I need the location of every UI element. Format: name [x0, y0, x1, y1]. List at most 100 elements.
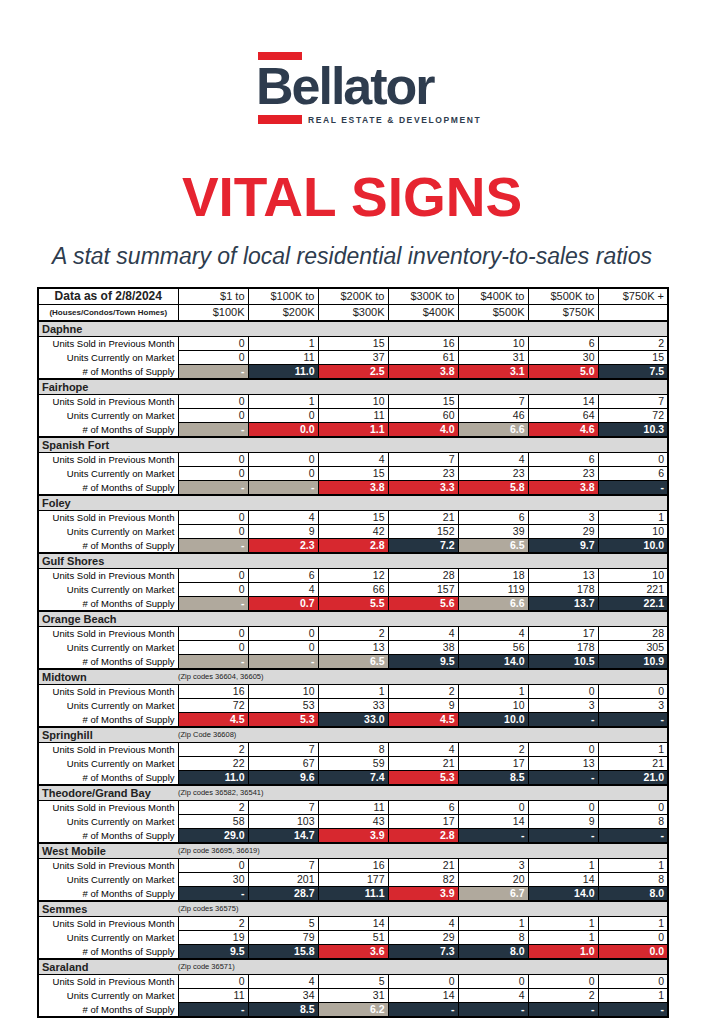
- units-sold-cell: 0: [528, 684, 598, 698]
- area-zip-codes: (Zip Code 36608): [178, 730, 236, 739]
- area-header-row: Theodore/Grand Bay(Zip codes 36582, 3654…: [38, 785, 668, 801]
- months-of-supply-cell: 11.0: [178, 770, 248, 785]
- area-header-cell: Saraland(Zip code 36571): [38, 959, 668, 975]
- months-of-supply-cell: 6.7: [458, 886, 528, 901]
- units-on-market-label: Units Currently on Market: [38, 640, 178, 654]
- units-sold-cell: 12: [318, 568, 388, 582]
- area-header-row: Semmes(Zip codes 36575): [38, 901, 668, 917]
- months-of-supply-label: # of Months of Supply: [38, 828, 178, 843]
- area-name: Orange Beach: [42, 613, 178, 625]
- table-row: Units Sold in Previous Month041521631: [38, 510, 668, 524]
- months-of-supply-label: # of Months of Supply: [38, 422, 178, 437]
- area-header-row: Fairhope: [38, 379, 668, 395]
- units-sold-cell: 13: [528, 568, 598, 582]
- table-row: Units Currently on Market5810343171498: [38, 814, 668, 828]
- months-of-supply-cell: 5.6: [388, 596, 458, 611]
- months-of-supply-cell: 2.3: [248, 538, 318, 553]
- units-sold-cell: 0: [598, 800, 668, 814]
- units-on-market-cell: 67: [248, 756, 318, 770]
- units-on-market-cell: 119: [458, 582, 528, 596]
- area-header-row: Spanish Fort: [38, 437, 668, 453]
- units-on-market-cell: 157: [388, 582, 458, 596]
- area-name: Saraland: [42, 961, 178, 973]
- units-on-market-cell: 29: [528, 524, 598, 538]
- months-of-supply-cell: 7.5: [598, 364, 668, 379]
- units-on-market-cell: 8: [598, 814, 668, 828]
- area-name: Spanish Fort: [42, 439, 178, 451]
- units-on-market-cell: 20: [458, 872, 528, 886]
- months-of-supply-cell: -: [178, 886, 248, 901]
- area-header-row: West Mobile(Zip code 36695, 36619): [38, 843, 668, 859]
- table-row: Units Sold in Previous Month061228181310: [38, 568, 668, 582]
- months-of-supply-cell: 15.8: [248, 944, 318, 959]
- units-on-market-cell: 46: [458, 408, 528, 422]
- logo-tagline: REAL ESTATE & DEVELOPMENT: [308, 115, 481, 125]
- months-of-supply-cell: 10.0: [598, 538, 668, 553]
- months-of-supply-cell: -: [458, 828, 528, 843]
- table-row: Units Sold in Previous Month27116000: [38, 800, 668, 814]
- months-of-supply-cell: 1.0: [528, 944, 598, 959]
- units-on-market-cell: 64: [528, 408, 598, 422]
- months-of-supply-cell: 2.5: [318, 364, 388, 379]
- units-on-market-cell: 42: [318, 524, 388, 538]
- units-sold-cell: 0: [178, 394, 248, 408]
- units-sold-cell: 2: [598, 336, 668, 350]
- months-of-supply-cell: 0.7: [248, 596, 318, 611]
- units-on-market-cell: 43: [318, 814, 388, 828]
- units-on-market-cell: 3: [528, 698, 598, 712]
- units-sold-cell: 7: [248, 800, 318, 814]
- units-on-market-cell: 103: [248, 814, 318, 828]
- months-of-supply-cell: 5.3: [388, 770, 458, 785]
- area-zip-codes: (Zip codes 36582, 36541): [178, 788, 263, 797]
- months-of-supply-cell: 8.5: [248, 1002, 318, 1017]
- units-on-market-cell: 0: [178, 466, 248, 480]
- table-row: # of Months of Supply-11.02.53.83.15.07.…: [38, 364, 668, 379]
- price-column-header: $500K: [458, 304, 528, 321]
- inventory-table: Data as of 2/8/2024 $1 to$100K to$200K t…: [37, 287, 669, 1018]
- units-on-market-cell: 15: [598, 350, 668, 364]
- table-row: Units Currently on Market00133856178305: [38, 640, 668, 654]
- units-sold-cell: 4: [318, 452, 388, 466]
- table-row: Units Sold in Previous Month0047460: [38, 452, 668, 466]
- units-on-market-cell: 17: [458, 756, 528, 770]
- table-row: # of Months of Supply4.55.333.04.510.0--: [38, 712, 668, 727]
- units-on-market-cell: 2: [528, 988, 598, 1002]
- months-of-supply-cell: -: [598, 480, 668, 495]
- units-on-market-cell: 9: [388, 698, 458, 712]
- units-on-market-label: Units Currently on Market: [38, 582, 178, 596]
- units-sold-cell: 0: [598, 452, 668, 466]
- units-sold-label: Units Sold in Previous Month: [38, 858, 178, 872]
- months-of-supply-cell: 4.5: [178, 712, 248, 727]
- units-sold-cell: 1: [528, 858, 598, 872]
- units-sold-cell: 10: [248, 684, 318, 698]
- units-sold-cell: 21: [388, 510, 458, 524]
- area-header-cell: Orange Beach: [38, 611, 668, 627]
- months-of-supply-cell: -: [458, 1002, 528, 1017]
- units-on-market-cell: 38: [388, 640, 458, 654]
- table-row: Units Sold in Previous Month161012100: [38, 684, 668, 698]
- months-of-supply-cell: 7.3: [388, 944, 458, 959]
- price-column-header: $100K to: [248, 288, 318, 305]
- months-of-supply-cell: 5.8: [458, 480, 528, 495]
- units-on-market-cell: 3: [598, 698, 668, 712]
- units-on-market-cell: 178: [528, 640, 598, 654]
- units-on-market-cell: 21: [388, 756, 458, 770]
- units-on-market-cell: 11: [178, 988, 248, 1002]
- months-of-supply-cell: 9.5: [388, 654, 458, 669]
- units-sold-label: Units Sold in Previous Month: [38, 394, 178, 408]
- price-column-header: $200K to: [318, 288, 388, 305]
- units-on-market-cell: 34: [248, 988, 318, 1002]
- units-on-market-label: Units Currently on Market: [38, 930, 178, 944]
- months-of-supply-cell: 4.5: [388, 712, 458, 727]
- months-of-supply-cell: -: [528, 828, 598, 843]
- units-sold-cell: 10: [458, 336, 528, 350]
- units-sold-cell: 1: [528, 916, 598, 930]
- months-of-supply-cell: 9.6: [248, 770, 318, 785]
- units-sold-cell: 6: [528, 336, 598, 350]
- units-sold-cell: 3: [458, 858, 528, 872]
- months-of-supply-label: # of Months of Supply: [38, 480, 178, 495]
- units-on-market-cell: 8: [598, 872, 668, 886]
- units-on-market-cell: 31: [318, 988, 388, 1002]
- units-sold-cell: 6: [248, 568, 318, 582]
- units-on-market-cell: 33: [318, 698, 388, 712]
